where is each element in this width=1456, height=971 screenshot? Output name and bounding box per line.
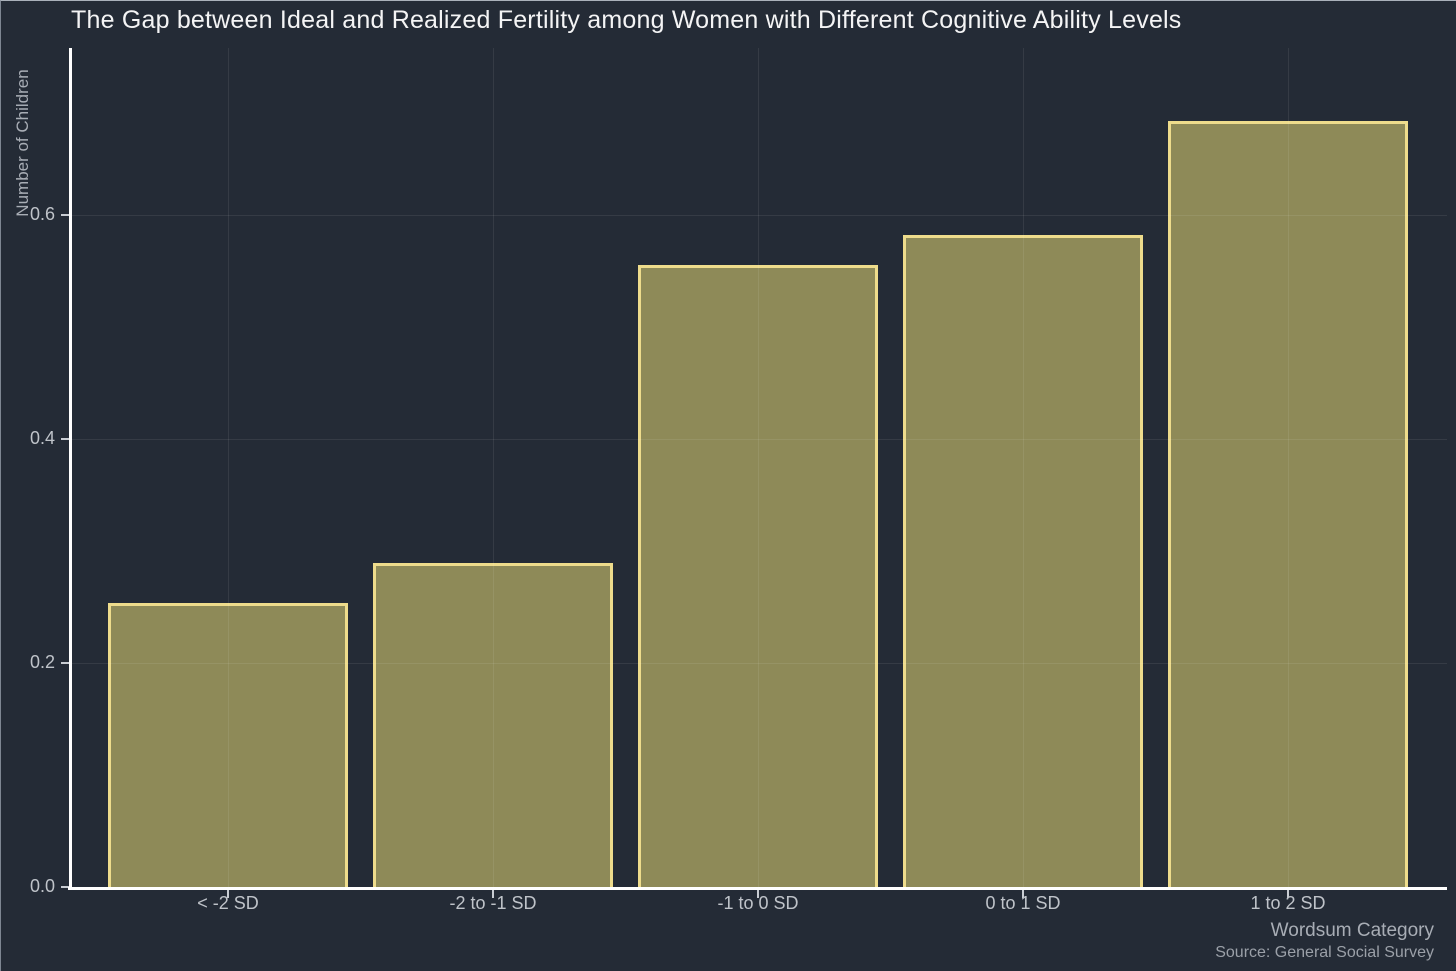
x-tick-label: < -2 SD <box>197 893 259 913</box>
x-tick-mark <box>757 890 759 898</box>
y-tick-label: 0.0 <box>29 876 55 896</box>
y-tick-mark <box>61 662 69 664</box>
x-tick-label: -1 to 0 SD <box>717 893 799 913</box>
x-tick-mark <box>1287 890 1289 898</box>
y-tick-label: 0.2 <box>29 652 55 672</box>
source-caption: Source: General Social Survey <box>1215 944 1434 961</box>
bar-1 <box>108 603 348 888</box>
bar-5 <box>1168 121 1408 888</box>
bar-2 <box>373 563 613 888</box>
y-tick-mark <box>61 438 69 440</box>
x-tick-label: 1 to 2 SD <box>1250 893 1326 913</box>
x-axis-line <box>68 887 1447 890</box>
y-axis-line <box>69 48 72 890</box>
y-tick-mark <box>61 214 69 216</box>
x-tick-mark <box>1022 890 1024 898</box>
chart-title: The Gap between Ideal and Realized Ferti… <box>71 6 1182 34</box>
x-tick-mark <box>227 890 229 898</box>
x-tick-label: 0 to 1 SD <box>985 893 1061 913</box>
y-tick-mark <box>61 886 69 888</box>
x-tick-mark <box>492 890 494 898</box>
bar-4 <box>903 235 1143 888</box>
x-tick-label: -2 to -1 SD <box>449 893 537 913</box>
y-tick-label: 0.6 <box>29 204 55 224</box>
bar-3 <box>638 265 878 888</box>
y-tick-label: 0.4 <box>29 428 55 448</box>
x-axis-title: Wordsum Category <box>1270 920 1434 941</box>
